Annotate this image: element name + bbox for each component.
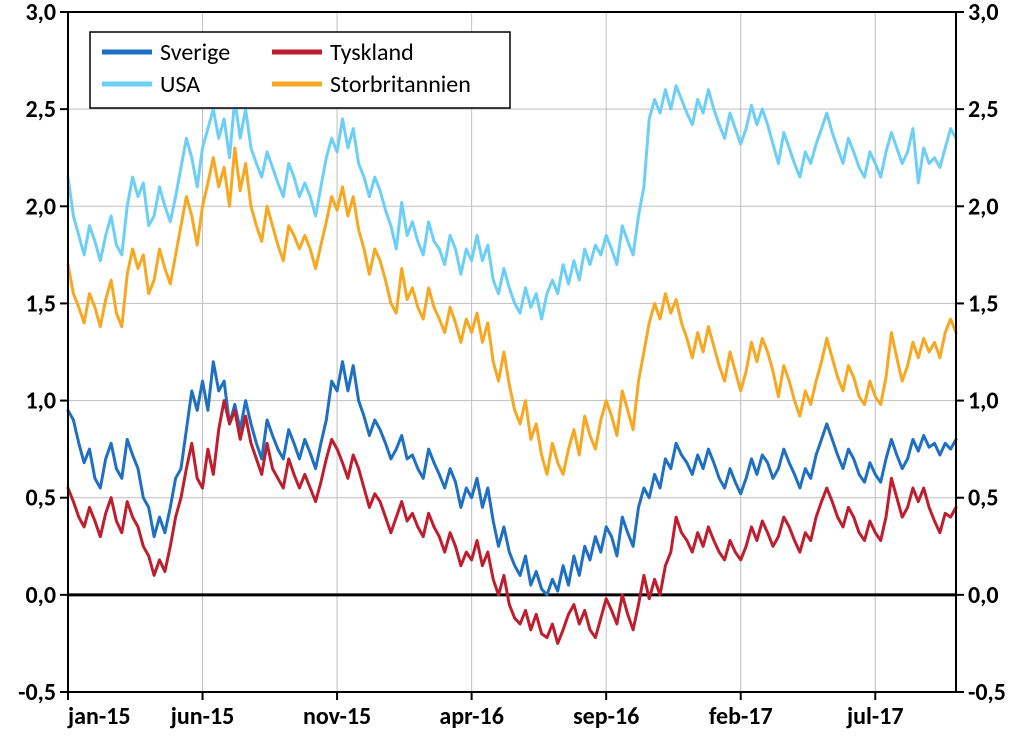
legend-label: Storbritannien <box>330 70 471 99</box>
x-label: nov-15 <box>303 702 371 731</box>
x-label: jul-17 <box>846 702 904 731</box>
y-left-label: -0,5 <box>18 678 56 707</box>
y-left-label: 0,5 <box>25 484 56 513</box>
chart-svg: -0,5 -0,5 0,0 0,0 0,5 0,5 1,0 1,0 1,5 1,5 2,0 2,0 2,… <box>0 0 1024 740</box>
y-right-label: -0,5 <box>968 678 1006 707</box>
y-right-label: 1,0 <box>968 387 999 416</box>
y-left-label: 3,0 <box>25 0 56 27</box>
y-right-label: 0,0 <box>968 581 999 610</box>
y-left-label: 0,0 <box>25 581 56 610</box>
y-left-label: 2,0 <box>25 192 56 221</box>
legend-label: Tyskland <box>330 38 414 67</box>
y-left-label: 1,0 <box>25 387 56 416</box>
y-left-label: 1,5 <box>25 289 56 318</box>
y-right-label: 2,5 <box>968 95 999 124</box>
x-label: jun-15 <box>170 702 235 731</box>
bond-yield-chart: -0,5 -0,5 0,0 0,0 0,5 0,5 1,0 1,0 1,5 1,5 2,0 2,0 2,… <box>0 0 1024 740</box>
x-label: sep-16 <box>573 702 639 731</box>
x-label: jan-15 <box>67 702 131 731</box>
x-label: feb-17 <box>709 702 773 731</box>
y-right-label: 3,0 <box>968 0 999 27</box>
legend-label: Sverige <box>160 38 230 67</box>
y-right-label: 2,0 <box>968 192 999 221</box>
x-label: apr-16 <box>439 702 503 731</box>
y-left-label: 2,5 <box>25 95 56 124</box>
y-right-label: 1,5 <box>968 289 999 318</box>
y-right-label: 0,5 <box>968 484 999 513</box>
legend-label: USA <box>160 70 200 99</box>
